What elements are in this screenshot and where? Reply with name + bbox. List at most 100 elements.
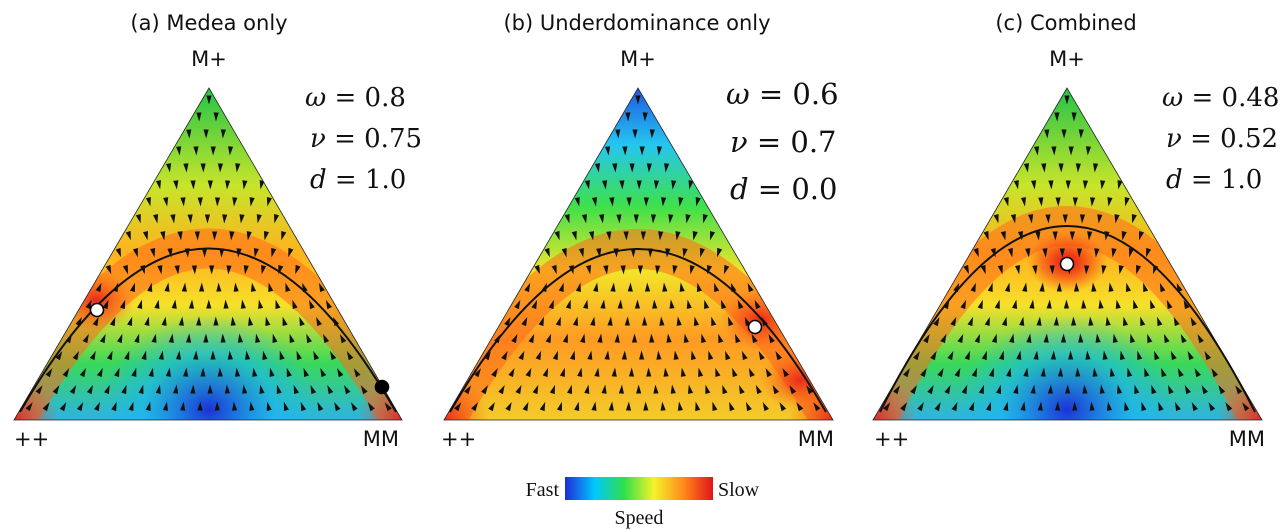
- field-arrow: [660, 401, 666, 411]
- field-arrow: [190, 384, 196, 394]
- field-arrow: [313, 350, 320, 361]
- field-arrow: [977, 299, 983, 310]
- field-arrow: [732, 367, 738, 378]
- field-arrow: [1183, 299, 1190, 310]
- panel-c-param-omega: ω = 0.48: [1162, 83, 1279, 113]
- field-arrow: [1073, 282, 1080, 292]
- separatrix-curve: [19, 247, 397, 413]
- field-arrow: [1147, 333, 1153, 344]
- field-arrow: [673, 350, 679, 360]
- field-arrow: [279, 350, 285, 361]
- field-arrow: [702, 213, 708, 224]
- field-arrow: [55, 351, 63, 361]
- field-arrow: [1078, 129, 1084, 139]
- field-arrow: [628, 367, 635, 377]
- field-arrow: [1025, 248, 1031, 258]
- field-arrow: [1111, 248, 1117, 258]
- field-arrow: [964, 350, 971, 361]
- field-arrow: [165, 367, 171, 377]
- field-arrow: [591, 197, 598, 207]
- field-arrow: [213, 112, 219, 122]
- field-arrow: [619, 180, 625, 190]
- field-arrow: [268, 282, 274, 292]
- field-arrow: [203, 333, 209, 343]
- field-arrow: [514, 299, 521, 310]
- field-arrow: [1130, 333, 1136, 343]
- field-arrow: [210, 146, 216, 156]
- field-arrow: [350, 402, 358, 412]
- field-arrow: [1042, 248, 1048, 258]
- field-arrow: [562, 333, 568, 344]
- panel-a-vertex-right-label: MM: [363, 427, 399, 451]
- field-arrow: [300, 401, 307, 412]
- field-arrow: [515, 384, 522, 395]
- field-arrow: [762, 401, 770, 412]
- field-arrow: [552, 350, 558, 361]
- field-arrow: [464, 385, 472, 395]
- field-arrow: [197, 401, 203, 411]
- field-arrow: [913, 351, 920, 361]
- field-arrow: [528, 333, 535, 344]
- field-arrow: [534, 264, 540, 275]
- field-arrow: [554, 230, 560, 241]
- field-arrow: [672, 265, 678, 275]
- field-arrow: [161, 316, 167, 326]
- field-arrow: [1208, 402, 1216, 412]
- field-arrow: [1099, 384, 1105, 394]
- field-arrow: [711, 316, 717, 327]
- field-arrow: [940, 333, 947, 344]
- field-arrow: [1098, 299, 1104, 309]
- field-arrow: [1218, 385, 1226, 395]
- field-arrow: [129, 282, 135, 293]
- field-arrow: [235, 163, 241, 173]
- field-arrow: [234, 367, 241, 377]
- field-arrow: [1191, 401, 1199, 412]
- field-arrow: [511, 333, 518, 344]
- field-arrow: [535, 350, 542, 361]
- field-arrow: [1174, 401, 1181, 412]
- field-arrow: [121, 384, 127, 395]
- field-arrow: [997, 264, 1003, 275]
- field-arrow: [193, 350, 199, 360]
- field-arrow: [255, 333, 261, 343]
- field-arrow: [712, 401, 718, 412]
- field-arrow: [1055, 197, 1061, 207]
- field-arrow: [630, 248, 636, 258]
- field-arrow: [220, 129, 226, 139]
- field-arrow: [998, 350, 1005, 360]
- field-arrow: [653, 384, 659, 394]
- field-arrow: [775, 351, 783, 361]
- field-arrow: [246, 231, 252, 241]
- field-arrow: [160, 231, 166, 241]
- field-arrow: [69, 385, 77, 395]
- field-arrow: [105, 264, 112, 275]
- field-arrow: [1033, 146, 1040, 156]
- field-arrow: [532, 384, 539, 395]
- field-arrow: [772, 385, 780, 395]
- field-arrow: [618, 384, 624, 394]
- field-arrow: [1108, 282, 1114, 292]
- field-arrow: [1072, 401, 1078, 411]
- field-arrow: [262, 350, 268, 360]
- field-arrow: [1089, 401, 1095, 411]
- field-arrow: [276, 384, 282, 395]
- field-arrow: [1075, 367, 1081, 377]
- field-arrow: [957, 333, 964, 344]
- field-arrow: [572, 316, 578, 326]
- field-arrow: [240, 299, 246, 309]
- field-arrow: [1122, 316, 1129, 326]
- field-arrow: [643, 401, 649, 411]
- field-arrow: [1051, 146, 1057, 156]
- field-arrow: [200, 163, 206, 173]
- field-arrow: [708, 350, 714, 361]
- field-arrow: [754, 299, 761, 310]
- field-arrow: [663, 367, 669, 377]
- field-arrow: [574, 401, 580, 411]
- field-arrow: [164, 282, 170, 292]
- field-arrow: [1128, 248, 1134, 258]
- field-arrow: [642, 316, 648, 326]
- field-arrow: [1235, 385, 1243, 395]
- field-arrow: [1053, 316, 1059, 326]
- field-arrow: [653, 180, 660, 190]
- field-arrow: [1056, 282, 1062, 292]
